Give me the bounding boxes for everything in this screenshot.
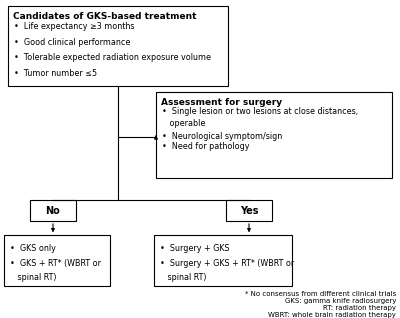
Text: •  GKS + RT* (WBRT or: • GKS + RT* (WBRT or (10, 259, 101, 268)
Text: •  Good clinical performance: • Good clinical performance (14, 38, 130, 46)
Bar (226, 200, 272, 221)
Text: •  Surgery + GKS + RT* (WBRT or: • Surgery + GKS + RT* (WBRT or (160, 259, 294, 268)
Text: •  Tolerable expected radiation exposure volume: • Tolerable expected radiation exposure … (14, 53, 211, 62)
Text: •  Single lesion or two lesions at close distances,: • Single lesion or two lesions at close … (162, 107, 358, 116)
Bar (156, 92, 392, 178)
Text: •  Life expectancy ≥3 months: • Life expectancy ≥3 months (14, 22, 134, 31)
Text: •  Need for pathology: • Need for pathology (162, 142, 250, 151)
Bar (8, 6, 228, 86)
Bar (4, 235, 110, 286)
Text: •  Neurological symptom/sign: • Neurological symptom/sign (162, 132, 282, 141)
Text: RT: radiation therapy: RT: radiation therapy (323, 305, 396, 311)
Bar (30, 200, 76, 221)
Bar (154, 235, 292, 286)
Text: * No consensus from different clinical trials: * No consensus from different clinical t… (245, 291, 396, 297)
Text: •  GKS only: • GKS only (10, 244, 56, 253)
Text: GKS: gamma knife radiosurgery: GKS: gamma knife radiosurgery (285, 298, 396, 304)
Text: Yes: Yes (240, 206, 258, 216)
Text: •  Tumor number ≤5: • Tumor number ≤5 (14, 69, 97, 78)
Text: spinal RT): spinal RT) (10, 273, 56, 282)
Text: No: No (46, 206, 60, 216)
Text: •  Surgery + GKS: • Surgery + GKS (160, 244, 230, 253)
Text: WBRT: whole brain radiation therapy: WBRT: whole brain radiation therapy (268, 312, 396, 318)
Text: operable: operable (162, 119, 205, 128)
Text: Candidates of GKS-based treatment: Candidates of GKS-based treatment (13, 12, 196, 21)
Text: spinal RT): spinal RT) (160, 273, 206, 282)
Text: Assessment for surgery: Assessment for surgery (161, 98, 282, 107)
